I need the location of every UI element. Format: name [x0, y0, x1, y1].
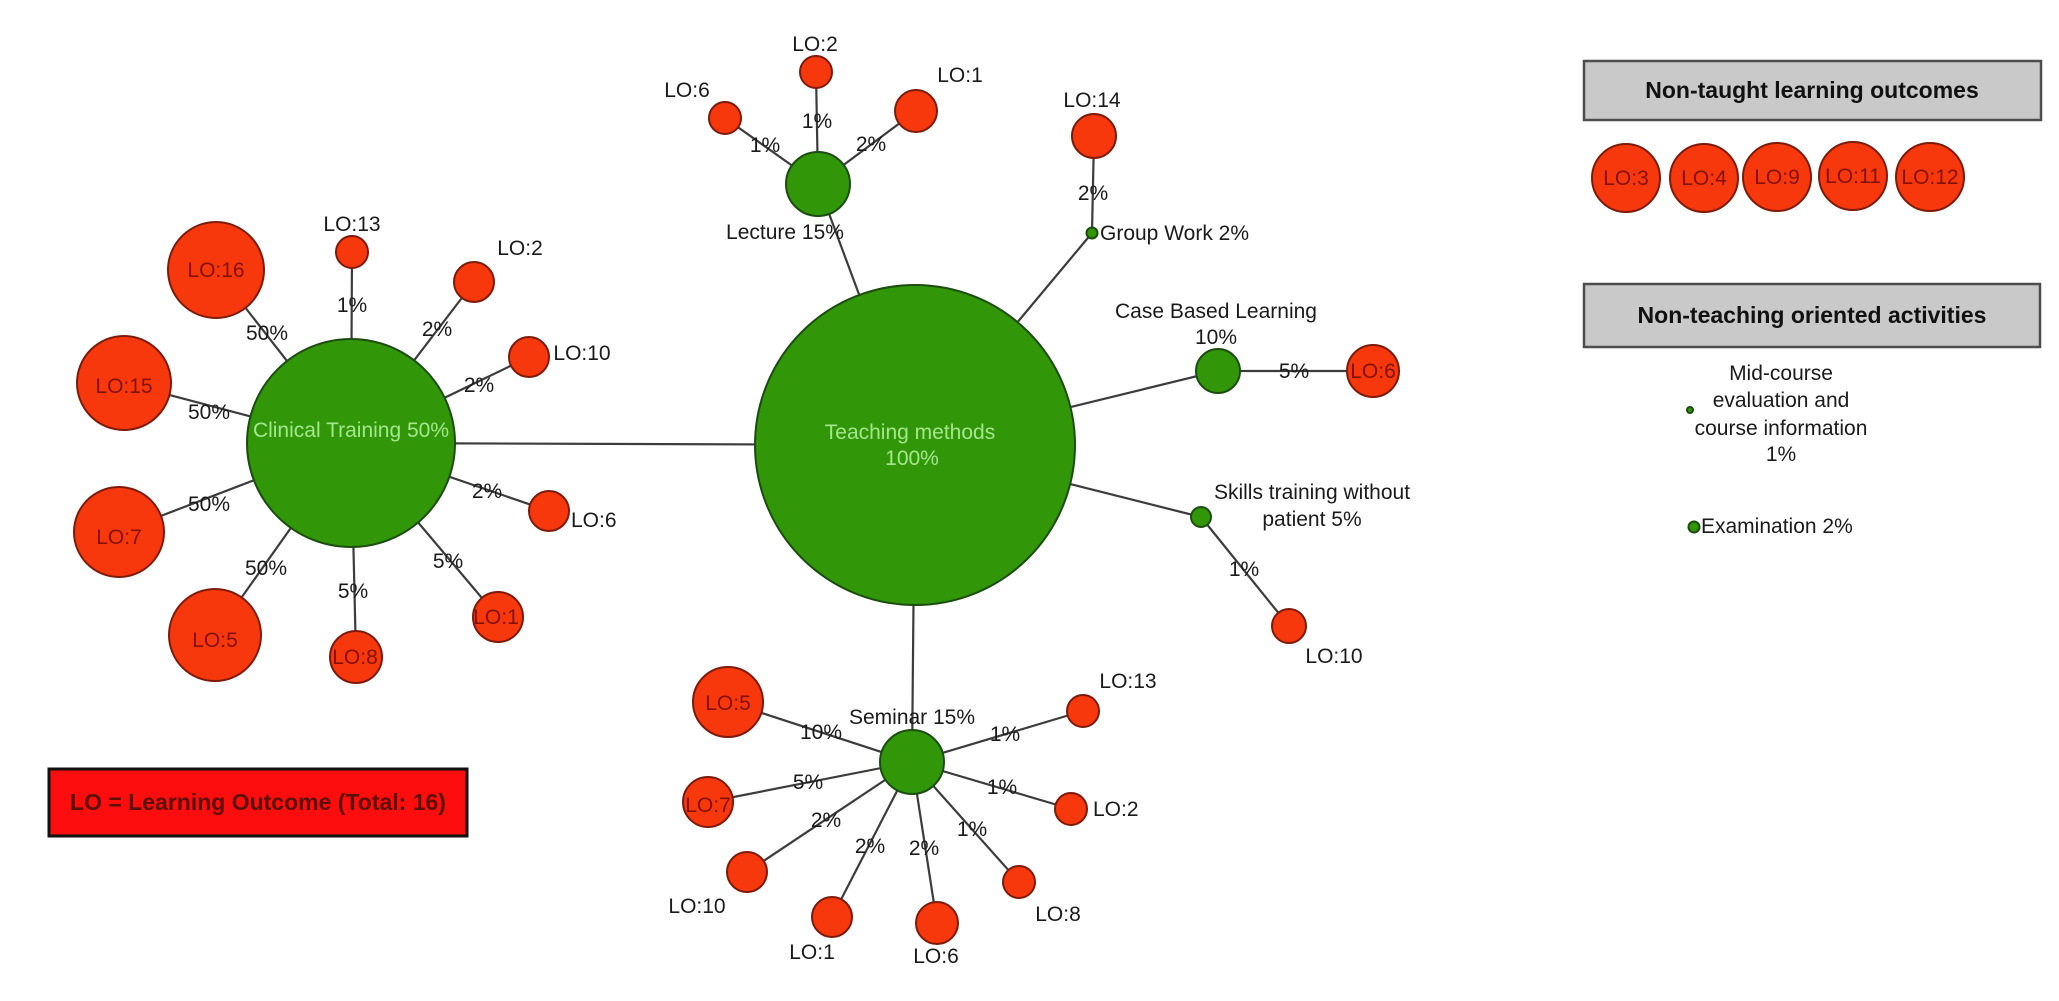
- svg-text:LO:8: LO:8: [332, 646, 378, 669]
- svg-text:LO:2: LO:2: [497, 237, 543, 260]
- svg-text:50%: 50%: [188, 493, 230, 516]
- svg-text:LO:6: LO:6: [1350, 360, 1396, 383]
- svg-text:patient 5%: patient 5%: [1262, 508, 1361, 531]
- svg-text:evaluation and: evaluation and: [1713, 389, 1850, 412]
- svg-text:LO:6: LO:6: [664, 79, 710, 102]
- svg-text:5%: 5%: [793, 771, 823, 794]
- svg-text:LO:10: LO:10: [553, 342, 610, 365]
- svg-text:50%: 50%: [188, 401, 230, 424]
- svg-text:1%: 1%: [987, 776, 1017, 799]
- svg-text:Lecture 15%: Lecture 15%: [726, 221, 844, 244]
- svg-text:5%: 5%: [1279, 360, 1309, 383]
- svg-text:Teaching methods: Teaching methods: [825, 421, 995, 444]
- svg-text:Mid-course: Mid-course: [1729, 362, 1833, 385]
- svg-text:5%: 5%: [338, 580, 368, 603]
- svg-text:LO:1: LO:1: [937, 64, 983, 87]
- svg-text:LO:10: LO:10: [668, 895, 725, 918]
- svg-text:Non-taught learning outcomes: Non-taught learning outcomes: [1645, 77, 1979, 103]
- svg-text:LO:9: LO:9: [1754, 166, 1800, 189]
- svg-text:1%: 1%: [957, 818, 987, 841]
- svg-text:2%: 2%: [1078, 182, 1108, 205]
- svg-text:1%: 1%: [802, 110, 832, 133]
- svg-text:10%: 10%: [800, 721, 842, 744]
- svg-text:1%: 1%: [990, 723, 1020, 746]
- svg-text:2%: 2%: [464, 374, 494, 397]
- svg-text:1%: 1%: [1766, 443, 1796, 466]
- svg-text:LO:15: LO:15: [95, 375, 152, 398]
- svg-text:1%: 1%: [750, 134, 780, 157]
- svg-text:Case Based Learning: Case Based Learning: [1115, 300, 1317, 323]
- svg-text:2%: 2%: [909, 837, 939, 860]
- svg-text:Seminar 15%: Seminar 15%: [849, 706, 975, 729]
- svg-text:LO:1: LO:1: [789, 941, 835, 964]
- svg-text:10%: 10%: [1195, 326, 1237, 349]
- svg-text:LO:7: LO:7: [685, 794, 731, 817]
- svg-text:LO:13: LO:13: [1099, 670, 1156, 693]
- svg-text:5%: 5%: [433, 550, 463, 573]
- svg-text:50%: 50%: [246, 322, 288, 345]
- svg-text:1%: 1%: [1229, 558, 1259, 581]
- svg-text:2%: 2%: [856, 133, 886, 156]
- svg-text:LO:7: LO:7: [96, 526, 142, 549]
- svg-text:Non-teaching oriented activiti: Non-teaching oriented activities: [1638, 302, 1987, 328]
- svg-text:LO:5: LO:5: [192, 629, 238, 652]
- svg-text:LO:8: LO:8: [1035, 903, 1081, 926]
- svg-text:LO = Learning Outcome (Total:: LO = Learning Outcome (Total: 16): [70, 789, 446, 815]
- svg-text:LO:10: LO:10: [1305, 645, 1362, 668]
- svg-text:2%: 2%: [855, 835, 885, 858]
- svg-text:2%: 2%: [472, 480, 502, 503]
- svg-text:LO:5: LO:5: [705, 692, 751, 715]
- svg-text:LO:6: LO:6: [913, 945, 959, 968]
- svg-text:LO:4: LO:4: [1681, 167, 1727, 190]
- svg-text:Skills training without: Skills training without: [1214, 481, 1410, 504]
- svg-text:LO:2: LO:2: [1093, 798, 1139, 821]
- svg-text:1%: 1%: [337, 294, 367, 317]
- svg-text:LO:16: LO:16: [187, 259, 244, 282]
- svg-text:Examination 2%: Examination 2%: [1701, 515, 1853, 538]
- svg-text:2%: 2%: [422, 318, 452, 341]
- svg-text:50%: 50%: [245, 557, 287, 580]
- svg-text:Clinical Training 50%: Clinical Training 50%: [253, 419, 449, 442]
- svg-text:LO:13: LO:13: [323, 213, 380, 236]
- svg-text:course information: course information: [1695, 417, 1868, 440]
- svg-text:LO:1: LO:1: [473, 606, 519, 629]
- svg-text:LO:12: LO:12: [1901, 166, 1958, 189]
- svg-text:LO:2: LO:2: [792, 33, 838, 56]
- svg-text:LO:6: LO:6: [571, 509, 617, 532]
- svg-text:Group Work 2%: Group Work 2%: [1100, 222, 1249, 245]
- svg-text:2%: 2%: [811, 809, 841, 832]
- svg-text:LO:11: LO:11: [1825, 165, 1881, 188]
- svg-text:100%: 100%: [885, 447, 939, 470]
- svg-text:LO:14: LO:14: [1063, 89, 1121, 112]
- svg-text:LO:3: LO:3: [1603, 167, 1649, 190]
